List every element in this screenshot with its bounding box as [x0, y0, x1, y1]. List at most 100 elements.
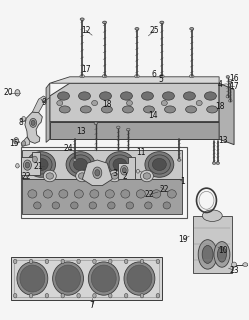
Circle shape — [95, 170, 100, 176]
Ellipse shape — [135, 28, 139, 30]
Ellipse shape — [100, 92, 112, 100]
Bar — [14, 260, 159, 297]
Circle shape — [93, 167, 102, 179]
Circle shape — [109, 259, 112, 264]
Text: 2: 2 — [122, 172, 127, 181]
Circle shape — [61, 259, 64, 264]
Ellipse shape — [143, 106, 154, 113]
Ellipse shape — [113, 158, 127, 171]
Circle shape — [124, 259, 128, 264]
Ellipse shape — [161, 100, 167, 106]
Text: 1: 1 — [181, 177, 186, 186]
Ellipse shape — [43, 170, 56, 182]
Ellipse shape — [207, 106, 218, 113]
Ellipse shape — [66, 152, 95, 177]
Circle shape — [45, 259, 49, 264]
Ellipse shape — [163, 202, 171, 209]
Circle shape — [45, 293, 49, 298]
Ellipse shape — [198, 240, 217, 269]
Text: 22: 22 — [145, 190, 154, 199]
Ellipse shape — [178, 159, 181, 161]
Ellipse shape — [74, 190, 83, 198]
Ellipse shape — [80, 75, 84, 78]
Ellipse shape — [226, 95, 230, 98]
Ellipse shape — [232, 262, 237, 267]
Ellipse shape — [88, 262, 119, 295]
Circle shape — [124, 293, 128, 298]
Ellipse shape — [111, 173, 118, 179]
Ellipse shape — [135, 75, 139, 78]
Text: 17: 17 — [229, 82, 239, 91]
Text: 6: 6 — [152, 70, 157, 79]
Circle shape — [16, 164, 19, 168]
Text: 5: 5 — [158, 75, 163, 84]
Ellipse shape — [152, 190, 161, 198]
Ellipse shape — [91, 265, 116, 292]
Ellipse shape — [186, 106, 196, 113]
Circle shape — [22, 116, 26, 122]
Ellipse shape — [105, 190, 114, 198]
Text: 13: 13 — [218, 136, 228, 145]
Text: 17: 17 — [81, 65, 91, 74]
Ellipse shape — [126, 128, 130, 131]
Ellipse shape — [126, 202, 133, 209]
Text: 3: 3 — [112, 169, 117, 178]
Text: 12: 12 — [81, 26, 91, 35]
Ellipse shape — [152, 158, 166, 171]
Circle shape — [109, 293, 112, 298]
Ellipse shape — [217, 247, 226, 262]
Ellipse shape — [92, 100, 98, 106]
Circle shape — [156, 259, 160, 264]
Ellipse shape — [148, 155, 170, 174]
Ellipse shape — [28, 190, 37, 198]
Circle shape — [25, 162, 30, 168]
Text: 16: 16 — [229, 74, 239, 83]
Ellipse shape — [117, 126, 120, 129]
Text: 9: 9 — [41, 98, 46, 107]
Text: 19: 19 — [178, 235, 188, 244]
Text: 7: 7 — [90, 301, 95, 310]
Ellipse shape — [52, 202, 60, 209]
Text: 25: 25 — [150, 26, 159, 35]
Ellipse shape — [89, 202, 97, 209]
Text: 18: 18 — [215, 102, 224, 111]
Circle shape — [136, 169, 139, 173]
Polygon shape — [22, 150, 182, 179]
Ellipse shape — [229, 100, 232, 102]
Ellipse shape — [121, 190, 130, 198]
Ellipse shape — [73, 159, 76, 161]
Circle shape — [77, 293, 80, 298]
Ellipse shape — [162, 92, 174, 100]
Ellipse shape — [59, 106, 70, 113]
Circle shape — [156, 293, 160, 298]
Circle shape — [31, 120, 35, 125]
Ellipse shape — [108, 202, 115, 209]
Ellipse shape — [109, 155, 131, 174]
Ellipse shape — [243, 263, 248, 267]
Ellipse shape — [145, 202, 152, 209]
Polygon shape — [32, 96, 46, 113]
Circle shape — [13, 259, 17, 264]
Polygon shape — [50, 122, 219, 139]
Text: 23: 23 — [229, 266, 239, 275]
Ellipse shape — [73, 158, 87, 171]
Ellipse shape — [106, 152, 134, 177]
Ellipse shape — [202, 210, 222, 221]
Ellipse shape — [27, 152, 56, 177]
Ellipse shape — [167, 190, 176, 198]
Ellipse shape — [121, 92, 132, 100]
Circle shape — [13, 293, 17, 298]
Ellipse shape — [71, 202, 78, 209]
Ellipse shape — [229, 81, 232, 84]
Text: 20: 20 — [4, 88, 13, 97]
Ellipse shape — [34, 158, 48, 171]
Circle shape — [77, 259, 80, 264]
Ellipse shape — [145, 152, 174, 177]
Ellipse shape — [57, 100, 63, 106]
Text: 22: 22 — [160, 185, 169, 194]
Ellipse shape — [190, 28, 194, 30]
Polygon shape — [118, 157, 135, 179]
Text: 11: 11 — [136, 148, 145, 157]
Polygon shape — [219, 83, 234, 145]
Ellipse shape — [141, 92, 153, 100]
